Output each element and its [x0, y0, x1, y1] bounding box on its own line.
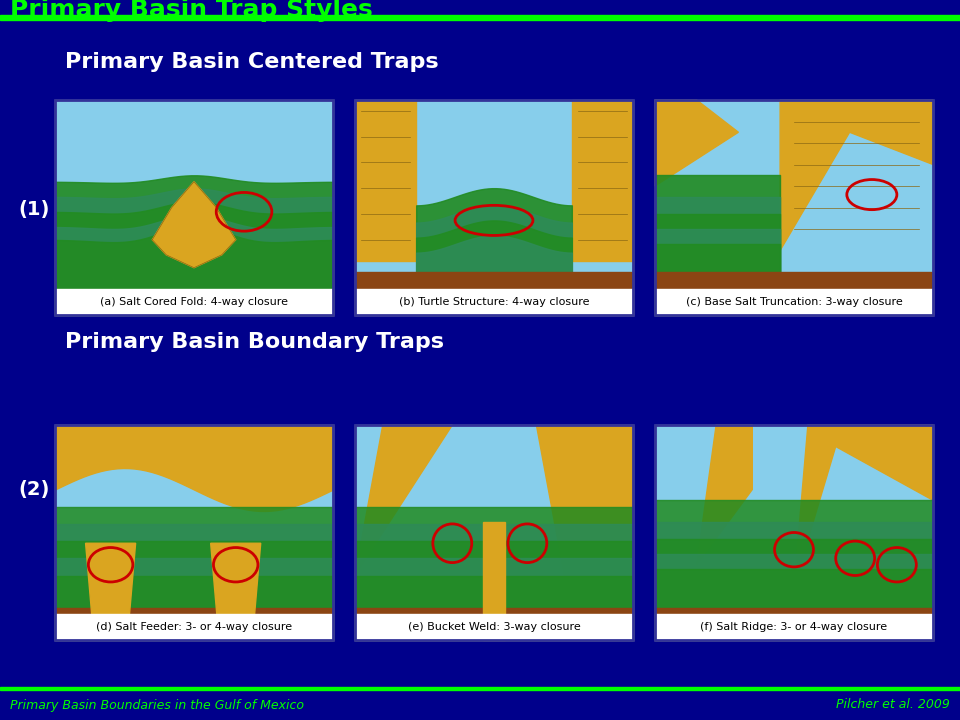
Polygon shape [85, 544, 135, 640]
Bar [55, 240, 333, 315]
Text: (c) Base Salt Truncation: 3-way closure: (c) Base Salt Truncation: 3-way closure [685, 297, 902, 307]
Polygon shape [355, 425, 452, 575]
Polygon shape [483, 522, 505, 640]
Text: (a) Salt Cored Fold: 4-way closure: (a) Salt Cored Fold: 4-way closure [100, 297, 288, 307]
Bar [355, 100, 633, 315]
Bar [55, 608, 333, 640]
Bar [655, 289, 933, 315]
Bar [355, 608, 633, 640]
Polygon shape [655, 100, 738, 186]
Polygon shape [153, 181, 236, 268]
Bar [355, 425, 633, 640]
Polygon shape [536, 425, 633, 575]
Bar [355, 272, 633, 315]
Bar [655, 272, 933, 315]
Text: Primary Basin Boundary Traps: Primary Basin Boundary Traps [65, 332, 444, 352]
Bar [0, 687, 960, 690]
Text: (2): (2) [18, 480, 49, 500]
Bar [0, 15, 960, 20]
Bar [55, 614, 333, 640]
Bar [55, 100, 333, 315]
Bar [655, 100, 933, 315]
Bar [655, 425, 933, 640]
Text: (b) Turtle Structure: 4-way closure: (b) Turtle Structure: 4-way closure [398, 297, 589, 307]
Bar [55, 289, 333, 315]
Bar [355, 425, 633, 640]
Polygon shape [355, 100, 417, 261]
Polygon shape [780, 100, 933, 251]
Bar [55, 425, 333, 640]
Bar [655, 100, 933, 315]
Polygon shape [210, 544, 261, 640]
Text: (f) Salt Ridge: 3- or 4-way closure: (f) Salt Ridge: 3- or 4-way closure [701, 622, 888, 632]
Text: Pilcher et al. 2009: Pilcher et al. 2009 [836, 698, 950, 711]
Text: Primary Basin Trap Styles: Primary Basin Trap Styles [10, 0, 372, 22]
Bar [355, 289, 633, 315]
Text: (d) Salt Feeder: 3- or 4-way closure: (d) Salt Feeder: 3- or 4-way closure [96, 622, 292, 632]
Text: Primary Basin Boundaries in the Gulf of Mexico: Primary Basin Boundaries in the Gulf of … [10, 698, 304, 711]
Bar [55, 100, 333, 240]
Text: Primary Basin Centered Traps: Primary Basin Centered Traps [65, 52, 439, 72]
Text: (1): (1) [18, 200, 49, 220]
Bar [55, 425, 333, 640]
Bar [655, 614, 933, 640]
Bar [655, 425, 933, 640]
Polygon shape [794, 425, 933, 586]
Polygon shape [572, 100, 633, 261]
Bar [355, 614, 633, 640]
Text: (e) Bucket Weld: 3-way closure: (e) Bucket Weld: 3-way closure [408, 622, 581, 632]
Polygon shape [697, 425, 753, 564]
Bar [655, 608, 933, 640]
Bar [355, 100, 633, 315]
